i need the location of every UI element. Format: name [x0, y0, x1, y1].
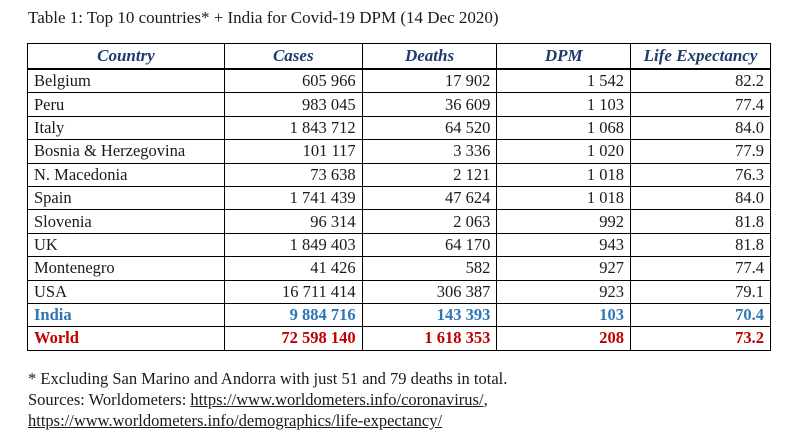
table-row: N. Macedonia 73 638 2 121 1 018 76.3 — [27, 162, 771, 187]
dpm-cell: 1 103 — [496, 92, 632, 117]
deaths-cell: 582 — [361, 256, 498, 281]
cases-cell: 72 598 140 — [223, 326, 363, 351]
life-expectancy-cell: 79.1 — [630, 279, 771, 304]
life-expectancy-cell: 77.9 — [630, 139, 771, 164]
table-row: USA 16 711 414 306 387 923 79.1 — [27, 279, 771, 304]
sources-label: Sources: Worldometers: — [28, 390, 191, 409]
life-expectancy-cell: 81.8 — [630, 232, 771, 258]
dpm-cell: 943 — [496, 232, 632, 258]
sources: Sources: Worldometers: https://www.world… — [28, 389, 507, 410]
deaths-cell: 143 393 — [361, 302, 498, 328]
cases-cell: 1 741 439 — [223, 185, 363, 211]
country-cell: Italy — [27, 115, 225, 141]
country-cell: World — [27, 326, 225, 351]
deaths-cell: 3 336 — [361, 139, 498, 164]
dpm-cell: 1 542 — [496, 68, 632, 94]
world-row: World 72 598 140 1 618 353 208 73.2 — [27, 326, 771, 351]
table-row: Peru 983 045 36 609 1 103 77.4 — [27, 92, 771, 117]
cases-cell: 983 045 — [223, 92, 363, 117]
deaths-cell: 47 624 — [361, 185, 498, 211]
country-cell: USA — [27, 279, 225, 304]
deaths-cell: 2 063 — [361, 209, 498, 234]
table-caption: Table 1: Top 10 countries* + India for C… — [28, 8, 499, 27]
table-row: Spain 1 741 439 47 624 1 018 84.0 — [27, 185, 771, 211]
deaths-cell: 36 609 — [361, 92, 498, 117]
cases-cell: 101 117 — [223, 139, 363, 164]
cases-cell: 73 638 — [223, 162, 363, 187]
cases-cell: 1 843 712 — [223, 115, 363, 141]
life-expectancy-cell: 84.0 — [630, 115, 771, 141]
life-expectancy-cell: 84.0 — [630, 185, 771, 211]
sources-line-2: https://www.worldometers.info/demographi… — [28, 410, 507, 431]
life-expectancy-cell: 76.3 — [630, 162, 771, 187]
life-expectancy-cell: 77.4 — [630, 256, 771, 281]
coronavirus-link[interactable]: https://www.worldometers.info/coronaviru… — [190, 390, 484, 409]
table-row: Italy 1 843 712 64 520 1 068 84.0 — [27, 115, 771, 141]
header-country: Country — [27, 43, 225, 70]
deaths-cell: 64 520 — [361, 115, 498, 141]
cases-cell: 9 884 716 — [223, 302, 363, 328]
table-row: UK 1 849 403 64 170 943 81.8 — [27, 232, 771, 258]
country-cell: UK — [27, 232, 225, 258]
dpm-cell: 927 — [496, 256, 632, 281]
india-row: India 9 884 716 143 393 103 70.4 — [27, 302, 771, 328]
table-row: Belgium 605 966 17 902 1 542 82.2 — [27, 68, 771, 94]
dpm-cell: 1 068 — [496, 115, 632, 141]
dpm-cell: 923 — [496, 279, 632, 304]
dpm-cell: 1 020 — [496, 139, 632, 164]
header-dpm: DPM — [496, 43, 632, 70]
life-expectancy-cell: 82.2 — [630, 68, 771, 94]
table-notes: * Excluding San Marino and Andorra with … — [28, 368, 507, 431]
cases-cell: 96 314 — [223, 209, 363, 234]
dpm-cell: 208 — [496, 326, 632, 351]
life-expectancy-link[interactable]: https://www.worldometers.info/demographi… — [28, 411, 443, 430]
deaths-cell: 2 121 — [361, 162, 498, 187]
header-row: Country Cases Deaths DPM Life Expectancy — [27, 43, 771, 70]
country-cell: Spain — [27, 185, 225, 211]
deaths-cell: 1 618 353 — [361, 326, 498, 351]
cases-cell: 41 426 — [223, 256, 363, 281]
dpm-cell: 103 — [496, 302, 632, 328]
country-cell: Montenegro — [27, 256, 225, 281]
table-row: Bosnia & Herzegovina 101 117 3 336 1 020 77.… — [27, 139, 771, 164]
deaths-cell: 17 902 — [361, 68, 498, 94]
dpm-cell: 1 018 — [496, 185, 632, 211]
country-cell: Bosnia & Herzegovina — [27, 139, 225, 164]
life-expectancy-cell: 70.4 — [630, 302, 771, 328]
deaths-cell: 64 170 — [361, 232, 498, 258]
country-cell: India — [27, 302, 225, 328]
dpm-cell: 1 018 — [496, 162, 632, 187]
covid-dpm-table: Country Cases Deaths DPM Life Expectancy… — [27, 43, 771, 351]
link-separator: , — [483, 390, 488, 409]
dpm-cell: 992 — [496, 209, 632, 234]
header-cases: Cases — [223, 43, 363, 70]
header-life-expectancy: Life Expectancy — [630, 43, 771, 70]
header-deaths: Deaths — [361, 43, 498, 70]
cases-cell: 16 711 414 — [223, 279, 363, 304]
country-cell: Belgium — [27, 68, 225, 94]
table-row: Montenegro 41 426 582 927 77.4 — [27, 256, 771, 281]
life-expectancy-cell: 73.2 — [630, 326, 771, 351]
cases-cell: 605 966 — [223, 68, 363, 94]
footnote: * Excluding San Marino and Andorra with … — [28, 369, 508, 388]
life-expectancy-cell: 77.4 — [630, 92, 771, 117]
cases-cell: 1 849 403 — [223, 232, 363, 258]
country-cell: Slovenia — [27, 209, 225, 234]
life-expectancy-cell: 81.8 — [630, 209, 771, 234]
deaths-cell: 306 387 — [361, 279, 498, 304]
table-row: Slovenia 96 314 2 063 992 81.8 — [27, 209, 771, 234]
country-cell: N. Macedonia — [27, 162, 225, 187]
country-cell: Peru — [27, 92, 225, 117]
